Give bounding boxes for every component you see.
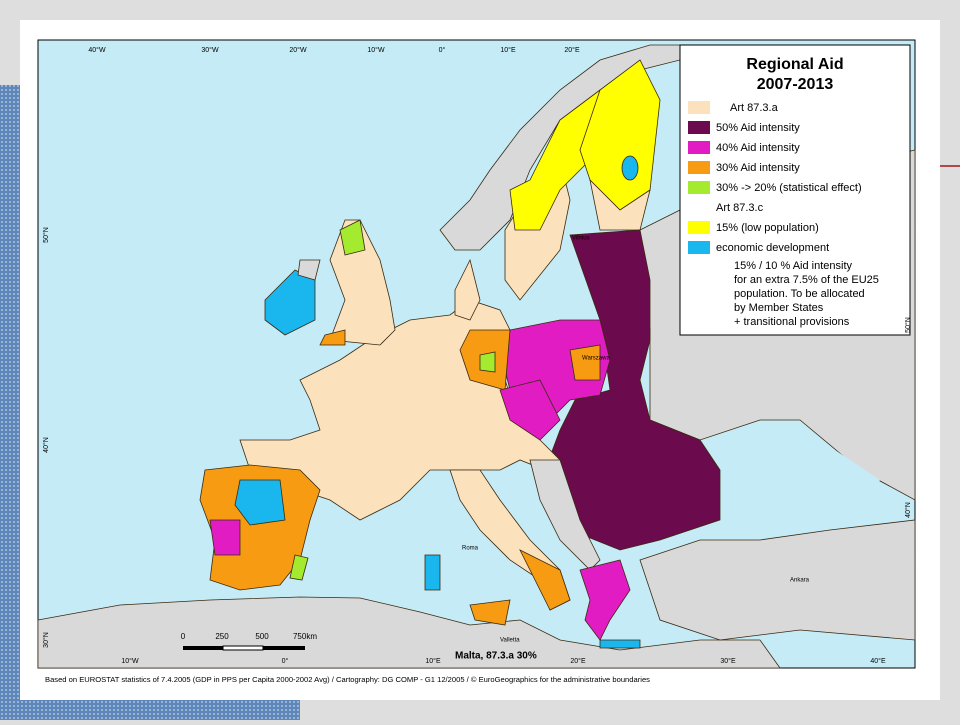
legend-label: Art 87.3.a <box>730 102 779 114</box>
extremadura <box>209 519 241 556</box>
legend-note: for an extra 7.5% of the EU25 <box>734 274 879 286</box>
scale-label: 0 <box>181 632 186 641</box>
place-label: Valletta <box>500 638 520 644</box>
graticule-label: 40°E <box>870 657 886 665</box>
scale-label: 500 <box>255 632 269 641</box>
graticule-label: 40°N <box>42 437 50 453</box>
greece <box>579 559 631 641</box>
turkey <box>639 519 916 641</box>
scale-bar <box>183 645 305 651</box>
legend-title: Regional Aid <box>746 56 843 73</box>
legend-note: population. To be allocated <box>734 288 865 300</box>
legend-swatch <box>688 101 710 114</box>
sardinia <box>424 554 441 591</box>
graticule-label: 50°N <box>42 227 50 243</box>
scale-label: 750km <box>293 632 317 641</box>
graticule-label: 10°W <box>121 657 139 665</box>
graticule-label: 40°N <box>904 502 912 518</box>
legend-label: 50% Aid intensity <box>716 122 800 134</box>
sicily <box>469 599 511 626</box>
cornwall <box>319 329 346 346</box>
legend-note: by Member States <box>734 302 824 314</box>
valencia <box>289 554 309 581</box>
legend-note: + transitional provisions <box>734 316 850 328</box>
graticule-label: 50°N <box>904 317 912 333</box>
legend-label: economic development <box>716 242 829 254</box>
graticule-label: 30°E <box>720 657 736 665</box>
place-label: Vilnius <box>572 236 590 242</box>
ireland <box>264 269 316 336</box>
legend-label: 30% Aid intensity <box>716 162 800 174</box>
legend-note: 15% / 10 % Aid intensity <box>734 260 853 272</box>
legend-label: 30% -> 20% (statistical effect) <box>716 182 862 194</box>
graticule-label: 20°E <box>564 46 580 54</box>
map <box>37 39 916 669</box>
place-label: Roma <box>462 546 479 552</box>
czech <box>499 379 561 441</box>
graticule-label: 0° <box>439 46 446 54</box>
legend-label: 15% (low population) <box>716 222 819 234</box>
warsaw <box>569 344 601 381</box>
graticule-label: 40°W <box>88 46 106 54</box>
legend-period: 2007-2013 <box>757 76 834 93</box>
graticule-label: 30°N <box>42 632 50 648</box>
graticule-label: 20°E <box>570 657 586 665</box>
scale-label: 250 <box>215 632 229 641</box>
legend-swatch <box>688 141 710 154</box>
balkans <box>529 459 601 571</box>
graticule-label: 10°E <box>425 657 441 665</box>
highlands <box>339 219 366 256</box>
iberia-centre <box>234 479 286 526</box>
legend-label: 40% Aid intensity <box>716 142 800 154</box>
legend-swatch <box>688 161 710 174</box>
graticule-label: 30°W <box>201 46 219 54</box>
graticule-label: 10°E <box>500 46 516 54</box>
denmark <box>454 258 481 321</box>
finland-east <box>621 155 639 181</box>
graticule-label: 0° <box>282 657 289 665</box>
legend-swatch <box>688 121 710 134</box>
black-sea <box>700 440 880 520</box>
graticule-label: 20°W <box>289 46 307 54</box>
place-label: Warszawa <box>582 356 610 362</box>
legend-swatch <box>688 241 710 254</box>
crete <box>599 639 641 649</box>
finland-south <box>589 178 651 231</box>
legend-swatch <box>688 221 710 234</box>
legend-label: Art 87.3.c <box>716 202 764 214</box>
legend-box <box>679 44 911 336</box>
legend-swatch <box>688 181 710 194</box>
south-italy <box>519 549 571 611</box>
place-label: Ankara <box>790 578 810 584</box>
northern-ireland <box>297 259 321 281</box>
leipzig <box>479 351 496 373</box>
labels: Regional Aid 2007-2013 Art 87.3.a 50% Aid i… <box>42 46 912 684</box>
malta-note: Malta, 87.3.a 30% <box>455 651 537 662</box>
footer: Based on EUROSTAT statistics of 7.4.2005… <box>45 675 650 684</box>
graticule-label: 10°W <box>367 46 385 54</box>
